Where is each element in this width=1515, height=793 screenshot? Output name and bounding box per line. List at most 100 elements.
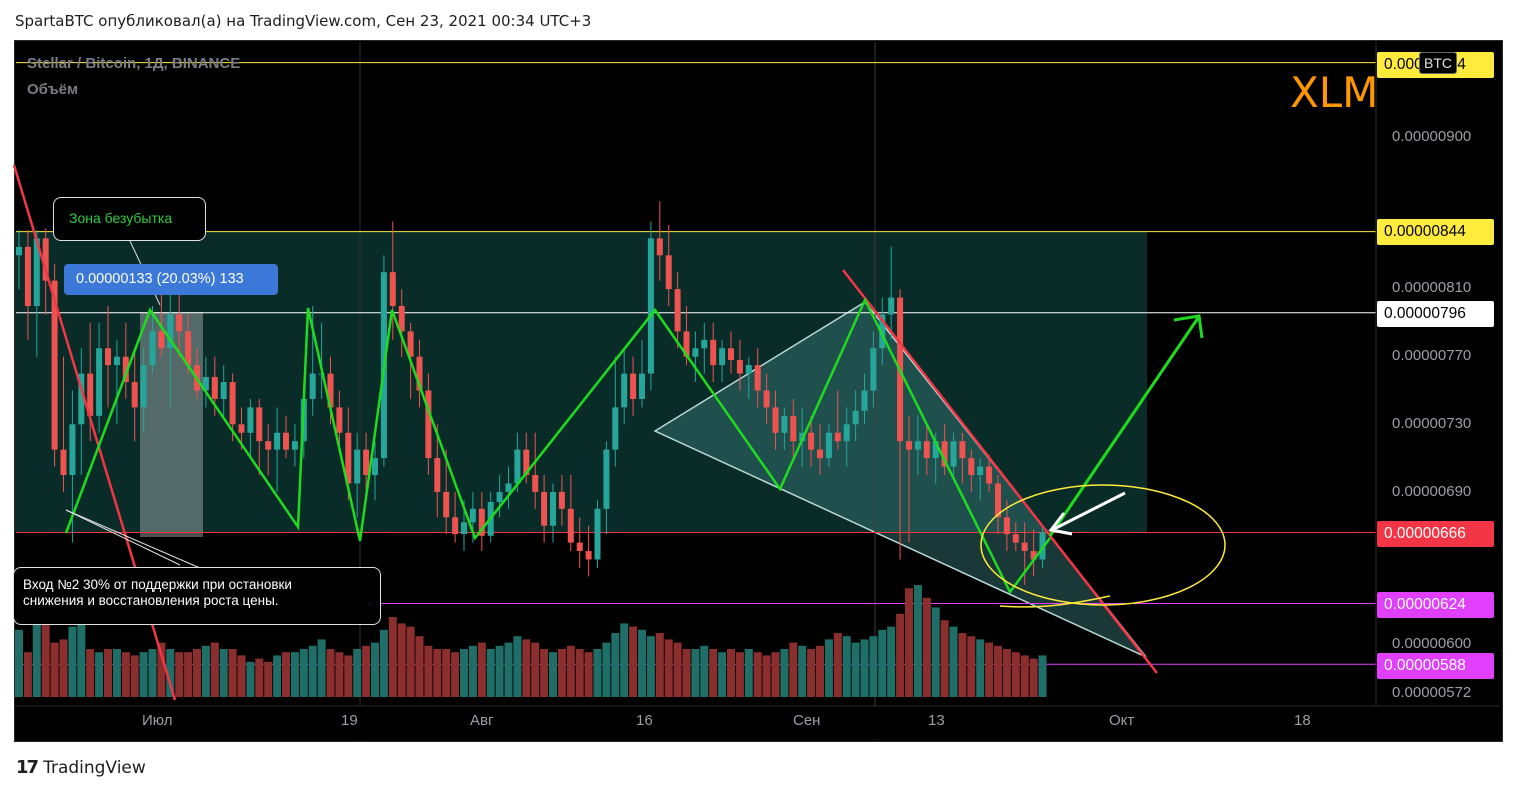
volume-bar [744, 649, 753, 697]
candle-body [790, 415, 797, 442]
tradingview-logo-icon: 17 [16, 757, 39, 778]
volume-bar [655, 633, 664, 697]
volume-bar [1011, 652, 1020, 697]
volume-bar [566, 645, 575, 697]
candle [692, 331, 699, 383]
candle [710, 322, 717, 383]
volume-bar [344, 655, 353, 697]
candle [701, 322, 708, 374]
candle-body [496, 491, 503, 503]
candle [24, 229, 31, 340]
candle-body [274, 432, 281, 450]
candle-body [594, 508, 601, 560]
candle [265, 424, 272, 475]
x-tick-label: Июл [142, 712, 173, 729]
candle-body [69, 424, 76, 475]
volume-bar [513, 636, 522, 697]
volume-bar [709, 649, 718, 697]
volume-bar [255, 658, 264, 697]
candle [354, 432, 361, 518]
candle [843, 407, 850, 467]
volume-label: Объём [27, 81, 79, 98]
volume-bar [575, 649, 584, 697]
support-curve [999, 595, 1111, 608]
candle-body [523, 449, 530, 475]
candle [291, 424, 298, 467]
candle [131, 348, 138, 442]
tradingview-wordmark: TradingView [43, 757, 146, 778]
candle-body [843, 424, 850, 442]
candle-body [16, 246, 22, 256]
candle-body [354, 449, 361, 484]
volume-bar [184, 652, 193, 697]
volume-bar [353, 649, 362, 697]
candle [674, 272, 681, 349]
currency-badge[interactable]: BTC [1419, 52, 1457, 74]
candle [1021, 522, 1028, 585]
volume-bar [807, 649, 816, 697]
volume-bar [104, 649, 112, 697]
volume-bar [335, 652, 344, 697]
candle-body [211, 376, 218, 399]
target-ellipse [980, 484, 1226, 606]
candle-body [443, 491, 450, 518]
volume-bars [15, 585, 1047, 697]
candle-body [363, 449, 370, 475]
candle-body [692, 348, 699, 357]
candle-body [336, 407, 343, 433]
y-tick-label: 0.00000770 [1392, 347, 1472, 364]
candle [906, 415, 912, 543]
volume-bar [931, 607, 940, 697]
x-tick-label: 19 [341, 712, 358, 729]
candle-body [60, 449, 67, 475]
candle-body [113, 356, 120, 366]
candle-body [532, 475, 539, 492]
candle-body [122, 356, 129, 383]
candle-body [345, 432, 352, 484]
tradingview-logo[interactable]: 17 TradingView [16, 757, 146, 778]
publisher-header: SpartaBTC опубликовал(а) на TradingView.… [15, 12, 592, 30]
volume-bar [112, 649, 121, 697]
candle [425, 373, 432, 475]
candle-body [728, 348, 734, 361]
y-tick-label: 0.00000900 [1392, 128, 1472, 145]
volume-bar [691, 649, 700, 697]
volume-bar [77, 601, 86, 697]
candle-body [398, 306, 405, 332]
volume-bar [460, 649, 468, 697]
candle-body [932, 441, 939, 459]
y-tick-label: 0.00000572 [1392, 684, 1472, 701]
candle-body [906, 441, 912, 450]
candle-body [202, 376, 209, 391]
candle-body [665, 255, 672, 290]
candle-body [238, 424, 245, 433]
candle [950, 432, 957, 475]
candle-body [461, 522, 467, 535]
candle [728, 331, 734, 374]
candle-body [256, 407, 263, 442]
volume-bar [557, 649, 566, 697]
candle-body [105, 348, 111, 366]
volume-bar [549, 652, 557, 697]
volume-bar [157, 642, 166, 697]
volume-bar [771, 652, 780, 697]
candle [567, 475, 574, 552]
candle-body [968, 458, 975, 475]
volume-bar [210, 642, 219, 697]
volume-bar [290, 652, 299, 697]
candle [96, 322, 103, 433]
volume-bar [540, 649, 549, 697]
candle [514, 432, 521, 492]
candle [496, 475, 503, 518]
candle [888, 246, 895, 340]
price-tag: 0.00000588 [1377, 653, 1494, 679]
candle-body [710, 339, 717, 366]
volume-bar [362, 645, 371, 697]
volume-bar [735, 652, 744, 697]
candle-body [1030, 551, 1037, 560]
candle-body [389, 272, 396, 306]
candle-body [550, 491, 556, 526]
volume-bar [985, 642, 994, 697]
volume-bar [59, 639, 68, 697]
